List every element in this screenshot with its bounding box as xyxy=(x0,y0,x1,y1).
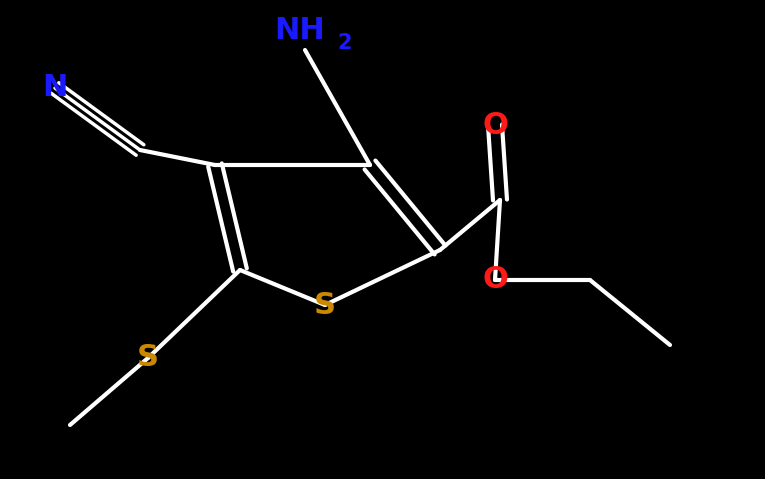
Text: S: S xyxy=(137,343,159,373)
Text: N: N xyxy=(42,73,67,103)
Text: O: O xyxy=(482,265,508,295)
Text: O: O xyxy=(482,111,508,139)
Text: NH: NH xyxy=(275,16,325,45)
Text: S: S xyxy=(314,290,336,319)
Text: 2: 2 xyxy=(337,33,351,53)
